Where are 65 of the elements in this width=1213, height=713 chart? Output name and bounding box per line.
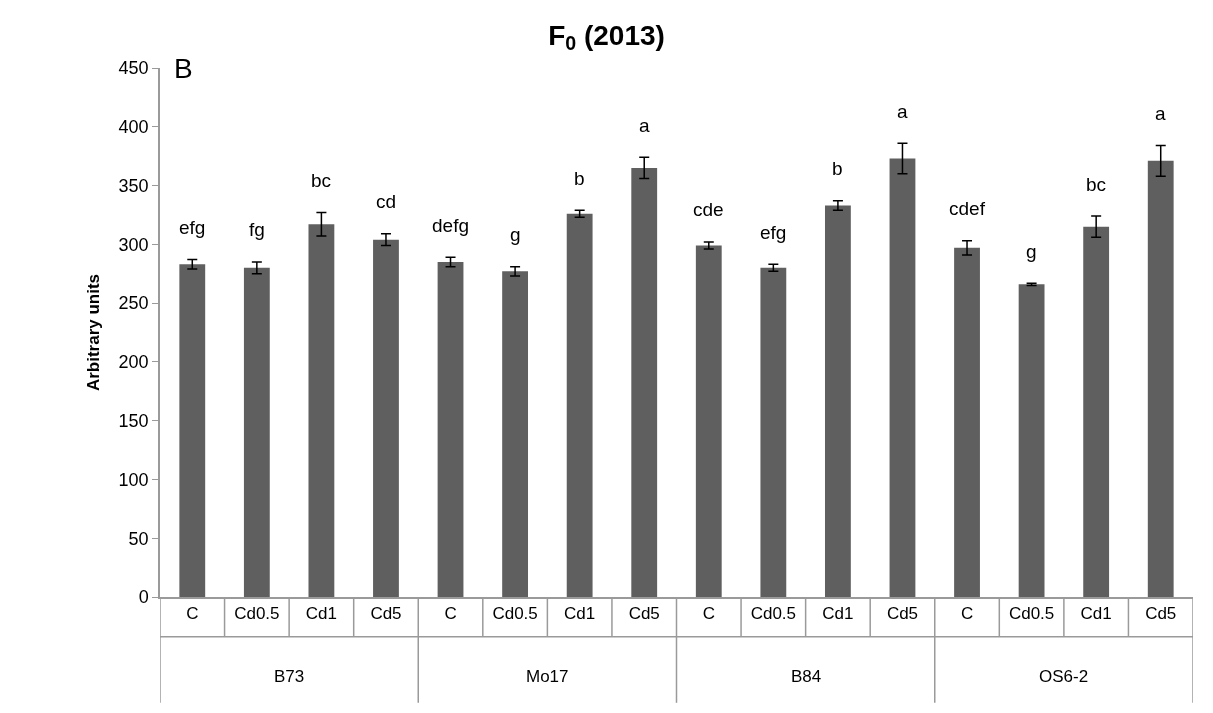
x-tick-label: Cd0.5 (750, 604, 797, 624)
bar (308, 224, 335, 597)
x-tick-label: Cd5 (1145, 604, 1177, 624)
y-tick-label: 50 (128, 528, 149, 549)
y-tick-label: 100 (118, 469, 149, 490)
annotation: B (174, 53, 193, 84)
x-tick-label: Cd5 (886, 604, 919, 624)
annotation: a (639, 115, 650, 136)
annotation: cde (693, 199, 724, 220)
annotation: a (897, 101, 908, 122)
y-tick-label: 0 (138, 587, 149, 608)
chart-title: F$_{0}$ (2013) (548, 19, 665, 55)
text: Mo17 (526, 667, 569, 686)
x-tick-label: Cd1 (822, 604, 854, 624)
annotation: a (1155, 103, 1166, 124)
bar (502, 271, 529, 597)
y-tick-label: 300 (118, 234, 149, 255)
annotation: cd (376, 191, 397, 212)
x-tick-label: Cd0.5 (234, 604, 280, 624)
y-tick-label: 250 (118, 293, 149, 314)
bar (695, 245, 722, 597)
text: B73 (274, 667, 305, 686)
bar (179, 264, 206, 597)
y-tick-label: 200 (118, 352, 149, 373)
annotation: g (510, 224, 521, 245)
annotation: cdef (949, 198, 986, 219)
bar (889, 158, 916, 597)
text: B84 (791, 667, 822, 686)
text: OS6-2 (1039, 667, 1089, 686)
annotation: defg (432, 215, 469, 236)
x-tick-label: Cd0.5 (492, 604, 538, 624)
bar (437, 261, 464, 597)
y-axis-title: Arbitrary units (83, 273, 103, 392)
x-tick-label: C (702, 604, 715, 624)
bar (566, 213, 593, 597)
bar (631, 167, 658, 597)
annotation: efg (760, 222, 787, 243)
x-tick-label: Cd5 (370, 604, 402, 624)
x-tick-label: C (186, 604, 199, 624)
annotation: bc (311, 170, 332, 191)
x-tick-label: Cd5 (628, 604, 660, 624)
x-tick-label: Cd1 (564, 604, 596, 624)
x-tick-label: Cd1 (305, 604, 337, 624)
annotation: b (832, 158, 843, 179)
bar (824, 205, 851, 597)
bar (1018, 284, 1045, 597)
annotation: efg (179, 217, 206, 238)
annotation: b (574, 168, 585, 189)
x-tick-label: C (960, 604, 974, 624)
bar (760, 267, 787, 597)
x-tick-label: Cd0.5 (1008, 604, 1055, 624)
y-tick-label: 400 (118, 117, 149, 138)
x-tick-label: Cd1 (1080, 604, 1112, 624)
annotation: fg (249, 219, 265, 240)
bar (1147, 160, 1174, 597)
bar (243, 267, 270, 597)
bar (1083, 226, 1110, 597)
y-tick-label: 350 (118, 175, 149, 196)
bar (373, 239, 399, 597)
y-tick-label: 150 (118, 410, 149, 431)
annotation: g (1026, 241, 1037, 262)
y-tick-label: 450 (118, 58, 149, 79)
x-tick-label: C (444, 604, 457, 624)
bar (954, 247, 980, 597)
annotation: bc (1086, 174, 1107, 195)
